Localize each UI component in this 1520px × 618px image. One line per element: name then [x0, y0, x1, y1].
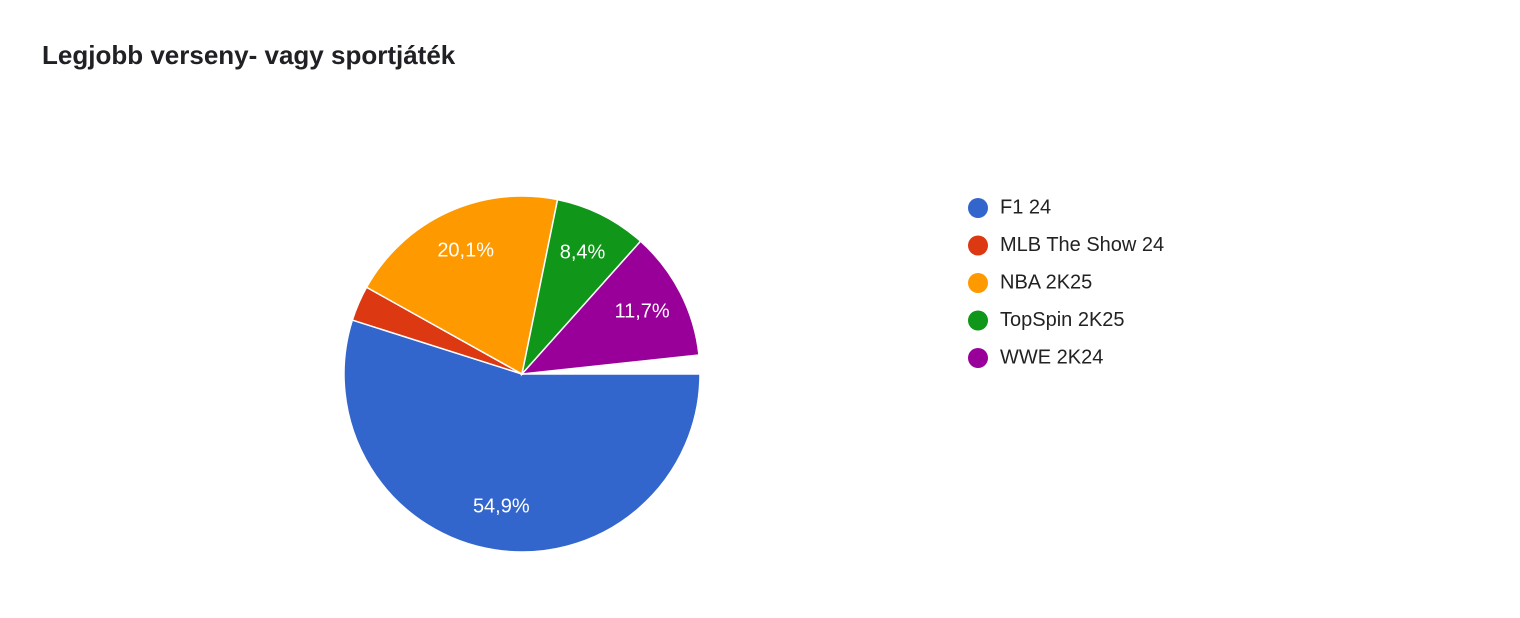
legend-marker [968, 273, 988, 293]
legend-marker [968, 310, 988, 331]
chart-title: Legjobb verseny- vagy sportjáték [42, 40, 456, 70]
legend-label: TopSpin 2K25 [1000, 309, 1125, 331]
slice-label: 8,4% [560, 242, 606, 264]
pie-slice [343, 319, 701, 553]
pie-slice [365, 195, 559, 376]
legend-label: NBA 2K25 [1000, 271, 1092, 293]
slice-label: 54,9% [473, 496, 530, 518]
slice-label: 20,1% [437, 240, 494, 262]
legend-label: F1 24 [1000, 196, 1051, 218]
pie-slice [520, 240, 700, 375]
legend-marker [968, 235, 988, 256]
pie-slice [520, 198, 642, 377]
slice-label: 11,7% [614, 301, 669, 323]
legend-marker [968, 198, 988, 218]
legend-marker [968, 348, 988, 368]
legend-label: WWE 2K24 [1000, 346, 1103, 368]
legend-label: MLB The Show 24 [1000, 234, 1164, 256]
